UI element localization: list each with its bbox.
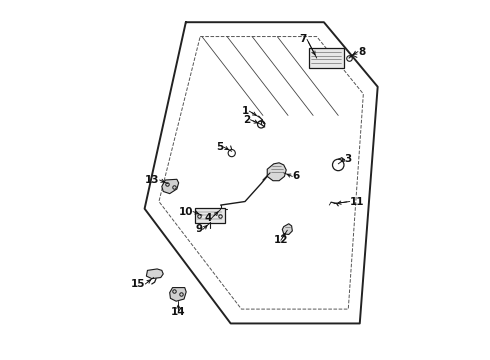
Text: 11: 11	[350, 197, 364, 207]
Text: 6: 6	[293, 171, 299, 181]
Text: 12: 12	[273, 235, 288, 245]
Polygon shape	[162, 179, 179, 194]
Text: 7: 7	[300, 35, 307, 44]
FancyBboxPatch shape	[195, 208, 224, 223]
Text: 8: 8	[358, 46, 365, 57]
Text: 15: 15	[131, 279, 146, 289]
Text: 2: 2	[243, 115, 250, 125]
Text: 4: 4	[205, 213, 212, 222]
Polygon shape	[282, 224, 293, 234]
Text: 9: 9	[196, 225, 203, 234]
Text: 13: 13	[145, 175, 160, 185]
Text: 10: 10	[178, 207, 193, 217]
Polygon shape	[267, 163, 286, 181]
Text: 14: 14	[171, 307, 186, 317]
Text: 3: 3	[344, 154, 352, 164]
FancyBboxPatch shape	[309, 48, 344, 68]
Polygon shape	[170, 288, 186, 301]
Text: 5: 5	[216, 142, 223, 152]
Polygon shape	[147, 269, 163, 279]
Text: 1: 1	[242, 106, 249, 116]
